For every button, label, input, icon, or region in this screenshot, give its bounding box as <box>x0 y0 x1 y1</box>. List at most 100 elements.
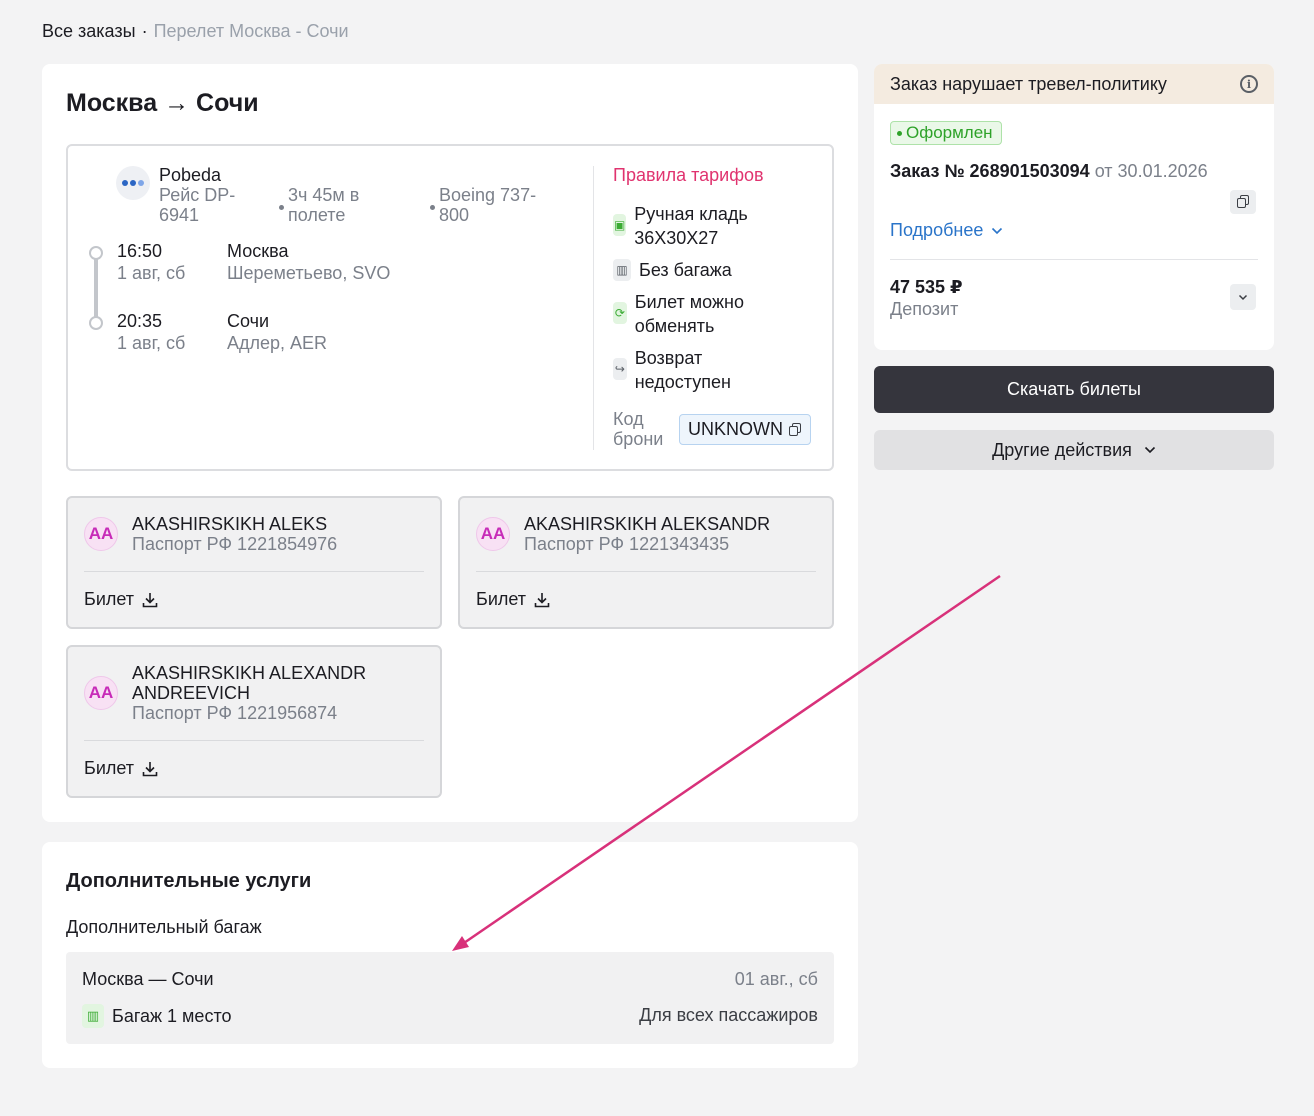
policy-warning-text: Заказ нарушает тревел-политику <box>890 73 1167 94</box>
tariff-item-baggage: ▥ Без багажа <box>613 258 732 282</box>
tariff-item-label: Без багажа <box>639 260 732 280</box>
extra-baggage-item: Москва — Сочи 01 авг., сб ▥ Багаж 1 мест… <box>66 952 834 1044</box>
booking-code-value: UNKNOWN <box>688 419 783 439</box>
download-tickets-button[interactable]: Скачать билеты <box>874 366 1274 413</box>
avatar: AA <box>84 517 118 551</box>
tariff-item-hand-luggage: ▣ Ручная кладь 36X30X27 <box>613 202 783 250</box>
order-date: от 30.01.2026 <box>1089 161 1208 181</box>
copy-icon <box>789 422 801 436</box>
airline-logo-icon <box>116 166 150 200</box>
ticket-download-button[interactable]: Билет <box>84 758 158 779</box>
route-timeline <box>89 246 103 330</box>
passenger-document: Паспорт РФ 1221956874 <box>132 703 338 723</box>
tariff-rules-link[interactable]: Правила тарифов <box>613 165 764 185</box>
departure-city: Москва <box>227 241 289 261</box>
separator-dot-icon <box>279 205 284 210</box>
download-icon <box>534 592 550 607</box>
breadcrumb: Все заказы · Перелет Москва - Сочи <box>42 21 349 42</box>
flight-card: Москва → Сочи Pobeda Рейс DP-6941 3ч 45м… <box>42 64 858 822</box>
avatar: AA <box>84 676 118 710</box>
order-number: Заказ № 268901503094 от 30.01.2026 <box>890 161 1208 182</box>
policy-warning-banner: Заказ нарушает тревел-политику i <box>874 64 1274 104</box>
breadcrumb-current: Перелет Москва - Сочи <box>153 21 349 41</box>
flight-number: Рейс DP-6941 <box>159 185 236 225</box>
refund-icon: ↪ <box>613 358 627 380</box>
extra-baggage-route: Москва — Сочи <box>82 969 214 989</box>
divider <box>84 740 424 741</box>
passenger-document: Паспорт РФ 1221854976 <box>132 534 338 554</box>
flight-details: Pobeda Рейс DP-6941 3ч 45м в полете Boei… <box>66 144 834 471</box>
arrival-city: Сочи <box>227 311 270 331</box>
chevron-down-icon <box>992 227 1003 234</box>
departure-time: 16:50 <box>117 241 163 261</box>
status-badge: Оформлен <box>890 121 1002 145</box>
tariff-item-refund: ↪ Возврат недоступен <box>613 346 763 394</box>
passenger-card: AA AKASHIRSKIKH ALEXANDR ANDREEVICH Пасп… <box>66 645 442 798</box>
route-line <box>94 258 98 318</box>
passenger-name: AKASHIRSKIKH ALEXANDR ANDREEVICH <box>132 663 367 703</box>
copy-icon <box>1236 195 1249 208</box>
chevron-down-icon <box>1238 294 1248 300</box>
order-price: 47 535 ₽ <box>890 277 963 297</box>
download-icon <box>142 761 158 776</box>
order-details-label: Подробнее <box>890 220 984 240</box>
baggage-icon: ▥ <box>82 1004 104 1028</box>
tariff-item-exchange: ⟳ Билет можно обменять <box>613 290 783 338</box>
extra-services-title: Дополнительные услуги <box>66 870 312 892</box>
ticket-label: Билет <box>476 589 527 609</box>
extra-baggage-date: 01 авг., сб <box>734 969 818 989</box>
flight-duration: 3ч 45м в полете <box>288 185 360 225</box>
extra-baggage-label: Багаж 1 место <box>112 1005 232 1026</box>
airline-name: Pobeda <box>159 165 222 185</box>
passenger-card: AA AKASHIRSKIKH ALEKSANDR Паспорт РФ 122… <box>458 496 834 629</box>
order-summary-card: Заказ нарушает тревел-политику i Оформле… <box>874 64 1274 350</box>
copy-order-number-button[interactable] <box>1230 190 1256 214</box>
vertical-divider <box>593 166 594 450</box>
extra-services-card: Дополнительные услуги Дополнительный баг… <box>42 842 858 1068</box>
ticket-label: Билет <box>84 758 135 778</box>
separator-dot-icon <box>430 205 435 210</box>
breadcrumb-root-link[interactable]: Все заказы <box>42 21 136 41</box>
ticket-label: Билет <box>84 589 135 609</box>
tariff-item-label: Билет можно обменять <box>634 292 744 336</box>
ticket-download-button[interactable]: Билет <box>84 589 158 610</box>
extra-baggage-description: ▥ Багаж 1 место <box>82 1004 232 1028</box>
aircraft-type: Boeing 737-800 <box>439 185 537 225</box>
status-dot-icon <box>897 130 902 136</box>
avatar: AA <box>476 517 510 551</box>
tariff-item-label: Ручная кладь 36X30X27 <box>634 204 748 248</box>
order-number-value: 268901503094 <box>969 161 1090 181</box>
divider <box>476 571 816 572</box>
booking-code-copy[interactable]: UNKNOWN <box>679 414 811 445</box>
other-actions-label: Другие действия <box>992 439 1132 460</box>
passenger-name: AKASHIRSKIKH ALEKSANDR <box>524 514 771 534</box>
page-title: Москва → Сочи <box>66 89 259 117</box>
hand-luggage-icon: ▣ <box>613 214 627 236</box>
download-icon <box>142 592 158 607</box>
exchange-icon: ⟳ <box>613 302 627 324</box>
divider <box>84 571 424 572</box>
order-details-toggle[interactable]: Подробнее <box>890 220 1003 241</box>
price-expand-button[interactable] <box>1230 284 1256 310</box>
payment-method: Депозит <box>890 299 959 319</box>
departure-airport: Шереметьево, SVO <box>227 263 391 283</box>
arrival-point-icon <box>89 316 103 330</box>
other-actions-button[interactable]: Другие действия <box>874 430 1274 470</box>
order-number-prefix: Заказ № <box>890 161 970 181</box>
status-label: Оформлен <box>906 123 993 142</box>
booking-code-label: Код брони <box>613 409 664 449</box>
passenger-name: AKASHIRSKIKH ALEKS <box>132 514 328 534</box>
arrival-time: 20:35 <box>117 311 163 331</box>
chevron-down-icon <box>1144 446 1155 454</box>
departure-date: 1 авг, сб <box>117 263 186 283</box>
arrival-airport: Адлер, AER <box>227 333 328 353</box>
no-baggage-icon: ▥ <box>613 259 631 281</box>
tariff-item-label: Возврат недоступен <box>634 348 731 392</box>
divider <box>890 259 1258 260</box>
arrival-date: 1 авг, сб <box>117 333 186 353</box>
extra-baggage-for: Для всех пассажиров <box>639 1005 818 1025</box>
info-icon[interactable]: i <box>1240 75 1258 93</box>
passenger-document: Паспорт РФ 1221343435 <box>524 534 730 554</box>
ticket-download-button[interactable]: Билет <box>476 589 550 610</box>
extra-baggage-subtitle: Дополнительный багаж <box>66 917 262 937</box>
